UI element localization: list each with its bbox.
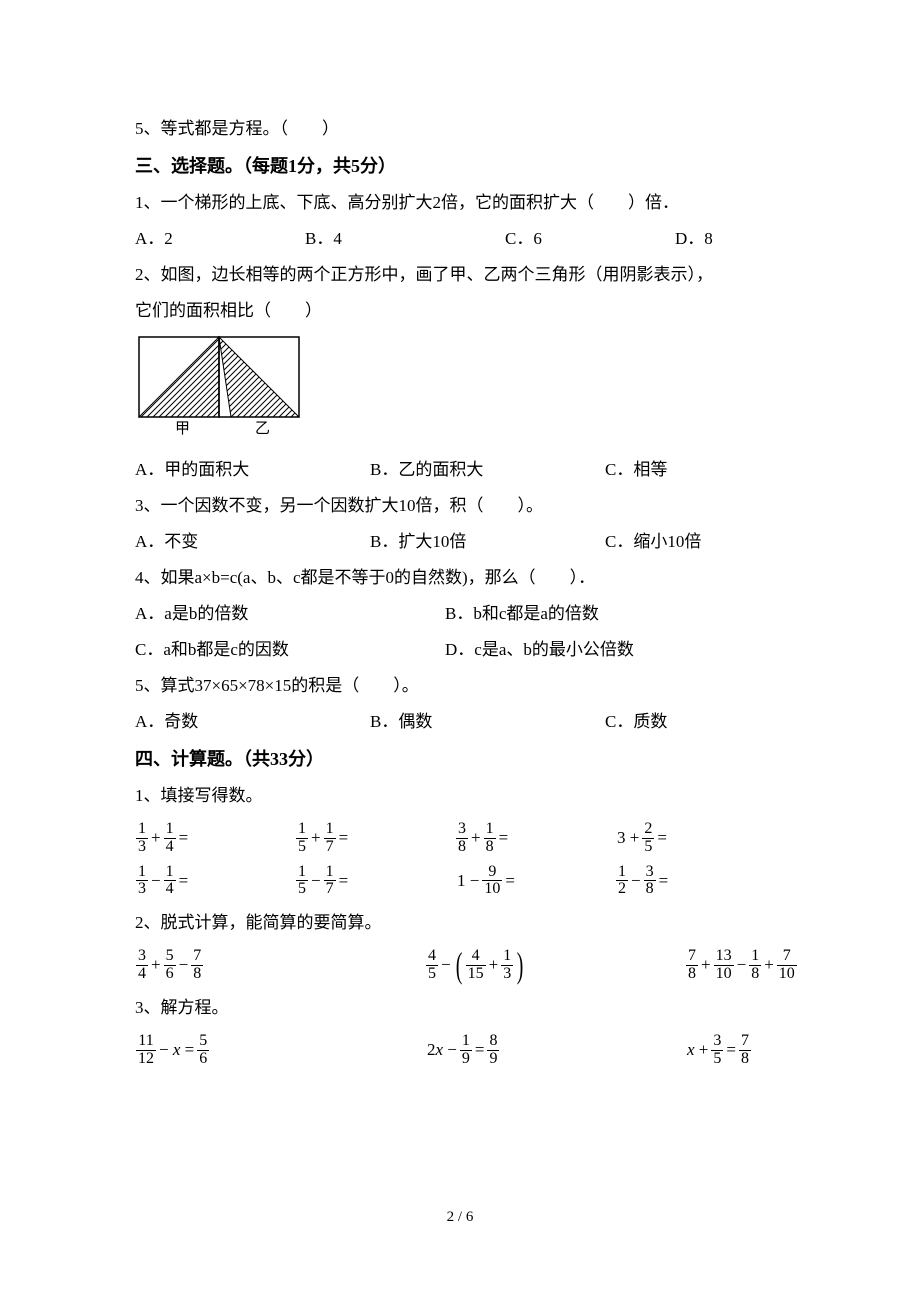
mc2-question-line1: 2、如图，边长相等的两个正方形中，画了甲、乙两个三角形（用阴影表示）， <box>135 258 785 292</box>
calc3-c1: 1112− x =56 <box>135 1033 425 1068</box>
mc4-opt-c: C．a和b都是c的因数 <box>135 633 445 667</box>
calc2-row: 34+56−78 45−(415+13) 78+1310−18+710 <box>135 948 785 983</box>
svg-text:乙: 乙 <box>255 421 270 437</box>
mc5-opt-a: A．奇数 <box>135 705 370 739</box>
mc2-options: A．甲的面积大 B．乙的面积大 C．相等 <box>135 453 785 487</box>
calc1-row2: 13−14= 15−17= 1 −910= 12−38= <box>135 864 785 899</box>
mc4-opt-d: D．c是a、b的最小公倍数 <box>445 633 634 667</box>
mc3-opt-b: B．扩大10倍 <box>370 525 605 559</box>
mc1-opt-d: D．8 <box>675 222 713 256</box>
calc1-r2-c2: 15−17= <box>295 864 455 899</box>
calc1-r2-c3: 1 −910= <box>455 864 615 899</box>
mc4-opt-b: B．b和c都是a的倍数 <box>445 597 599 631</box>
section-3-heading: 三、选择题。（每题1分，共5分） <box>135 148 785 184</box>
calc2-c3: 78+1310−18+710 <box>685 948 798 983</box>
calc1-r2-c4: 12−38= <box>615 864 775 899</box>
mc3-options: A．不变 B．扩大10倍 C．缩小10倍 <box>135 525 785 559</box>
calc1-head: 1、填接写得数。 <box>135 779 785 813</box>
mc2-opt-a: A．甲的面积大 <box>135 453 370 487</box>
calc3-row: 1112− x =56 2x −19=89 x +35=78 <box>135 1033 785 1068</box>
mc4-options-row1: A．a是b的倍数 B．b和c都是a的倍数 <box>135 597 785 631</box>
mc5-opt-b: B．偶数 <box>370 705 605 739</box>
calc2-head: 2、脱式计算，能简算的要简算。 <box>135 906 785 940</box>
mc4-opt-a: A．a是b的倍数 <box>135 597 445 631</box>
calc1-r1-c2: 15+17= <box>295 821 455 856</box>
section-4-heading: 四、计算题。（共33分） <box>135 741 785 777</box>
calc1-r1-c1: 13+14= <box>135 821 295 856</box>
mc3-opt-c: C．缩小10倍 <box>605 525 701 559</box>
mc4-options-row2: C．a和b都是c的因数 D．c是a、b的最小公倍数 <box>135 633 785 667</box>
mc5-question: 5、算式37×65×78×15的积是（ ）。 <box>135 669 785 703</box>
mc1-opt-c: C．6 <box>505 222 675 256</box>
mc1-question: 1、一个梯形的上底、下底、高分别扩大2倍，它的面积扩大（ ）倍． <box>135 186 785 220</box>
mc2-figure: 甲乙 <box>135 333 785 451</box>
calc2-c2: 45−(415+13) <box>425 948 685 983</box>
mc4-question: 4、如果a×b=c(a、b、c都是不等于0的自然数)，那么（ ）． <box>135 561 785 595</box>
calc1-r1-c3: 38+18= <box>455 821 615 856</box>
mc2-opt-b: B．乙的面积大 <box>370 453 605 487</box>
mc2-opt-c: C．相等 <box>605 453 667 487</box>
calc1-row1: 13+14= 15+17= 38+18= 3 +25= <box>135 821 785 856</box>
mc2-question-line2: 它们的面积相比（ ） <box>135 294 785 328</box>
mc1-options: A．2 B．4 C．6 D．8 <box>135 222 785 256</box>
page-number: 2 / 6 <box>0 1202 920 1232</box>
mc1-opt-b: B．4 <box>305 222 505 256</box>
calc3-head: 3、解方程。 <box>135 991 785 1025</box>
calc2-c1: 34+56−78 <box>135 948 425 983</box>
mc5-options: A．奇数 B．偶数 C．质数 <box>135 705 785 739</box>
svg-text:甲: 甲 <box>175 421 190 437</box>
mc3-opt-a: A．不变 <box>135 525 370 559</box>
tf-q5: 5、等式都是方程。（ ） <box>135 112 785 146</box>
calc1-r1-c4: 3 +25= <box>615 821 775 856</box>
mc3-question: 3、一个因数不变，另一个因数扩大10倍，积（ ）。 <box>135 489 785 523</box>
mc5-opt-c: C．质数 <box>605 705 667 739</box>
calc3-c3: x +35=78 <box>685 1033 752 1068</box>
calc3-c2: 2x −19=89 <box>425 1033 685 1068</box>
mc1-opt-a: A．2 <box>135 222 305 256</box>
calc1-r2-c1: 13−14= <box>135 864 295 899</box>
